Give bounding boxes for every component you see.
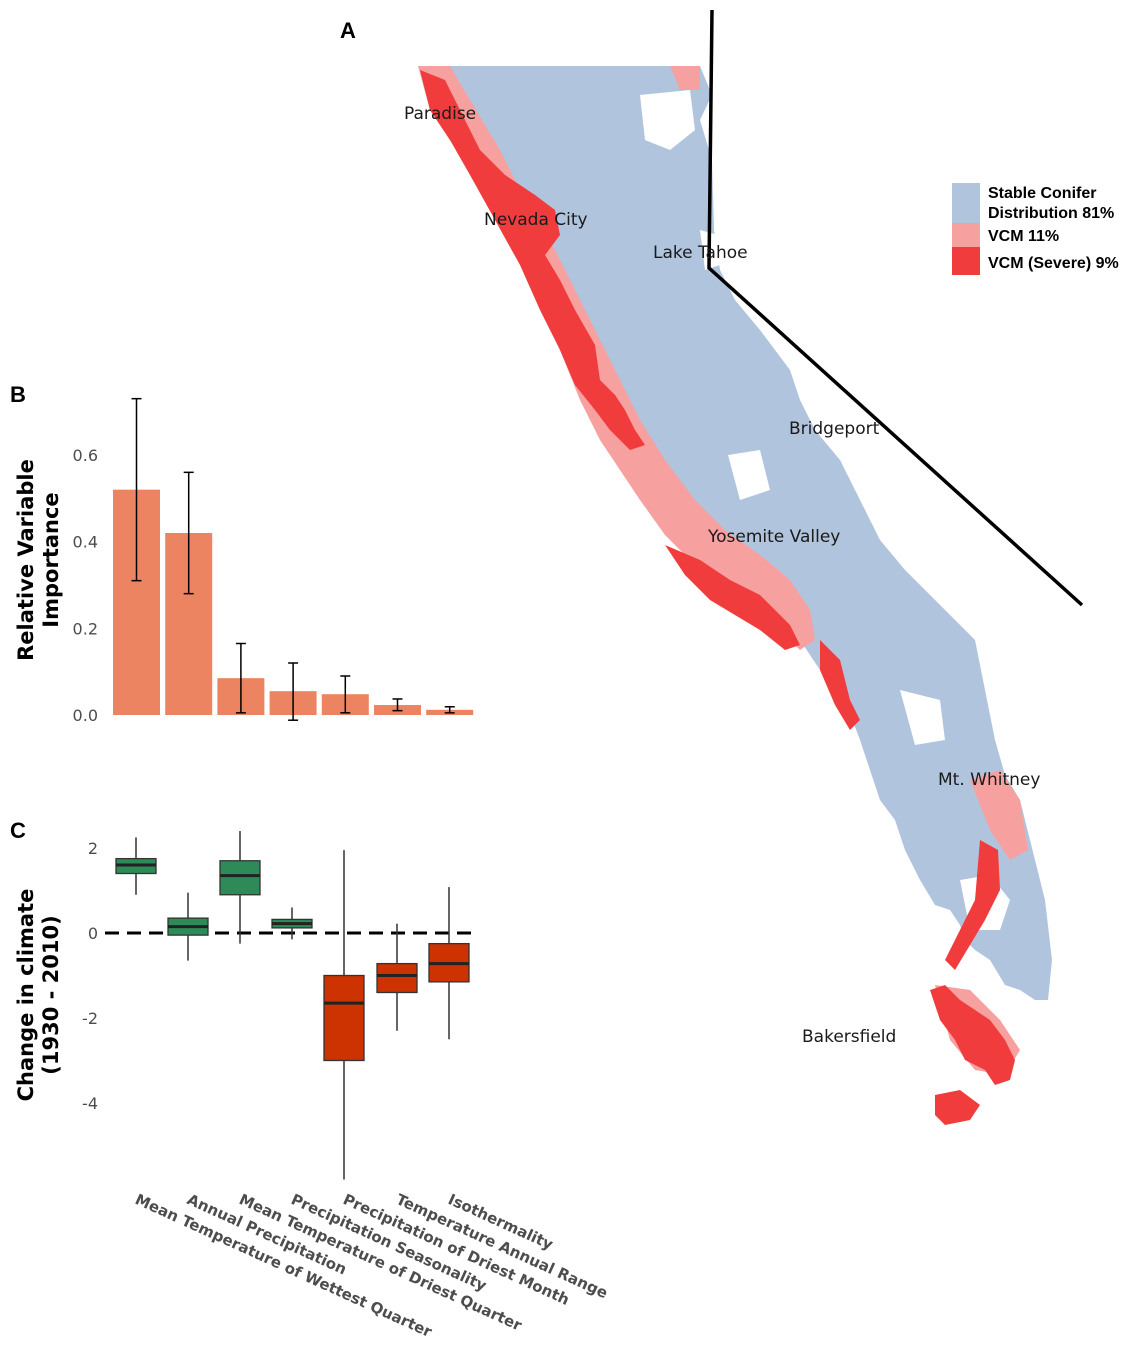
b-ytick-label: 0.2 xyxy=(73,619,98,638)
map-gap-region xyxy=(640,90,1010,930)
c-box xyxy=(428,887,470,1040)
legend-label-stable-1: Stable Conifer xyxy=(988,185,1096,202)
b-error-bar xyxy=(288,662,299,721)
city-label-lake-tahoe: Lake Tahoe xyxy=(653,243,748,263)
map-severe-region xyxy=(420,70,1015,1125)
c-box xyxy=(167,892,209,961)
legend-label-stable-2: Distribution 81% xyxy=(988,205,1114,222)
b-error-bar xyxy=(444,706,455,714)
c-box xyxy=(271,907,313,940)
c-ytick-label: 2 xyxy=(88,839,98,858)
city-label-paradise: Paradise xyxy=(404,104,476,124)
b-error-bar xyxy=(131,397,142,582)
c-ytick-label: 0 xyxy=(88,924,98,943)
c-tick-labels: 2 0 -2 -4 xyxy=(82,839,98,1113)
city-labels: Paradise Nevada City Lake Tahoe Bridgepo… xyxy=(404,104,1040,1047)
city-label-bakersfield: Bakersfield xyxy=(802,1027,896,1047)
legend-swatch-vcm xyxy=(952,223,980,247)
b-error-bar xyxy=(340,675,351,714)
state-border-line xyxy=(707,9,1084,607)
b-error-bar xyxy=(183,471,194,595)
c-ylabel-line2: (1930 - 2010) xyxy=(39,915,63,1074)
c-box xyxy=(323,850,365,1180)
city-label-yosemite-valley: Yosemite Valley xyxy=(707,527,840,547)
panel-a-letter: A xyxy=(340,18,356,43)
panel-c-letter: C xyxy=(10,818,26,843)
city-label-bridgeport: Bridgeport xyxy=(789,419,880,439)
c-category-labels: Mean Temperature of Wettest QuarterAnnua… xyxy=(132,1190,610,1341)
conifer-map xyxy=(418,9,1084,1125)
b-ytick-label: 0.0 xyxy=(73,706,98,725)
c-box xyxy=(376,923,418,1031)
c-ytick-label: -2 xyxy=(82,1009,98,1028)
legend-swatch-severe xyxy=(952,247,980,275)
b-error-bar xyxy=(235,642,246,714)
panel-b-letter: B xyxy=(10,382,26,407)
b-ytick-label: 0.4 xyxy=(73,533,98,552)
legend-label-severe: VCM (Severe) 9% xyxy=(988,255,1119,272)
importance-bar-chart: Relative Variable Importance 0.00.20.40.… xyxy=(14,397,474,725)
b-tick-labels: 0.0 0.2 0.4 0.6 xyxy=(73,446,98,725)
legend-swatch-stable xyxy=(952,183,980,223)
city-label-nevada-city: Nevada City xyxy=(484,210,588,230)
b-error-bar xyxy=(392,698,403,712)
city-label-mt-whitney: Mt. Whitney xyxy=(938,770,1040,790)
b-ylabel-line1: Relative Variable xyxy=(14,459,38,661)
c-ylabel-line1: Change in climate xyxy=(14,889,38,1102)
c-box xyxy=(115,837,157,895)
climate-change-boxplot: Change in climate (1930 - 2010) 2 0 -2 -4 M… xyxy=(14,831,611,1341)
b-ytick-label: 0.6 xyxy=(73,446,98,465)
c-ytick-label: -4 xyxy=(82,1094,98,1113)
c-box xyxy=(219,831,261,944)
map-legend: Stable Conifer Distribution 81% VCM 11% … xyxy=(952,183,1119,275)
b-error-bars xyxy=(131,397,455,721)
b-ylabel-line2: Importance xyxy=(39,492,63,627)
c-boxes xyxy=(115,831,470,1180)
legend-label-vcm: VCM 11% xyxy=(988,228,1059,245)
